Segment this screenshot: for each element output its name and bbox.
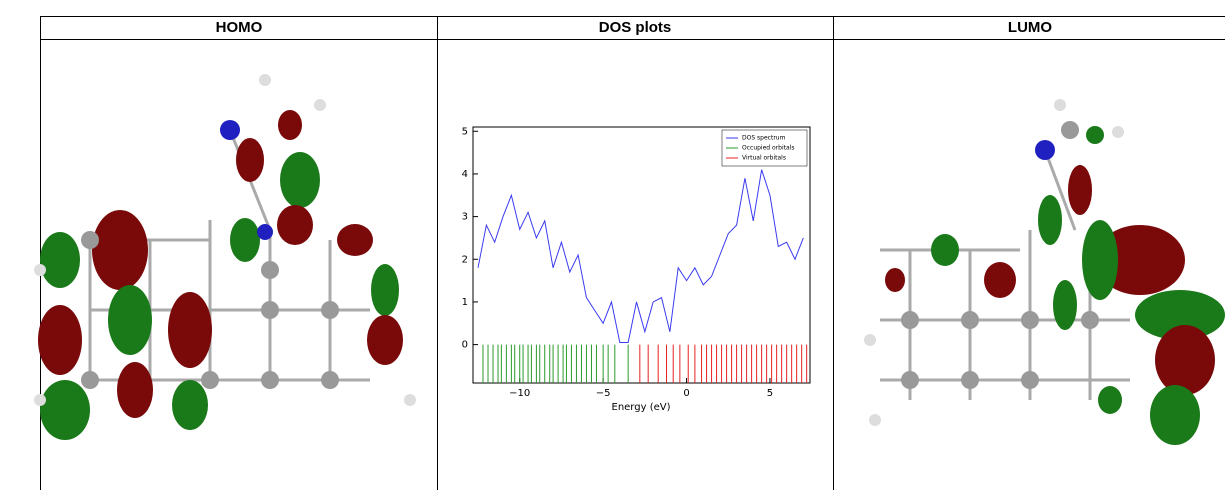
legend-label: Virtual orbitals [742, 155, 786, 162]
page: HOMO DOS plots LUMO [0, 0, 1225, 490]
legend-label: Occupied orbitals [742, 145, 794, 152]
x-axis-label: Energy (eV) [612, 402, 671, 413]
y-tick-label: 4 [462, 169, 468, 180]
homo-molecule [34, 74, 416, 440]
lumo-molecule [864, 99, 1225, 445]
y-tick-label: 3 [462, 212, 468, 223]
table-grid [40, 16, 1225, 490]
x-tick-label: −10 [509, 388, 530, 399]
legend-label: DOS spectrum [742, 135, 786, 142]
x-tick-label: 0 [683, 388, 689, 399]
y-tick-label: 0 [462, 340, 468, 351]
dos-chart: Energy (eV) −10 −5 0 5 0 1 2 3 4 5 DOS spectrum Occ… [462, 126, 810, 413]
column-header: HOMO [216, 19, 263, 36]
x-tick-label: 5 [767, 388, 773, 399]
column-header: LUMO [1008, 19, 1052, 36]
y-tick-label: 5 [462, 126, 468, 137]
y-tick-label: 1 [462, 297, 468, 308]
x-tick-label: −5 [596, 388, 611, 399]
y-tick-label: 2 [462, 254, 468, 265]
column-header: DOS plots [599, 19, 672, 36]
dos-line [478, 170, 803, 343]
